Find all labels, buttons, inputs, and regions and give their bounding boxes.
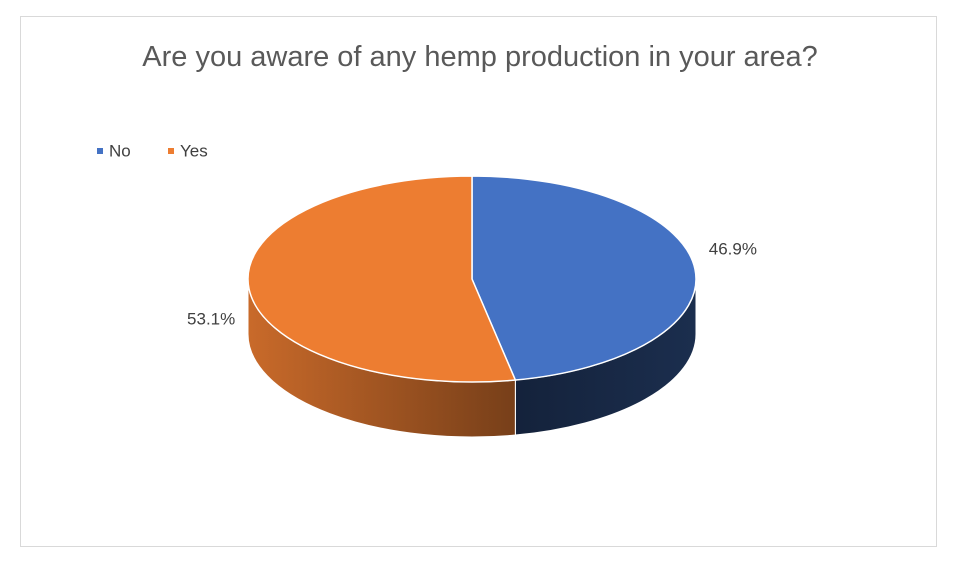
chart-frame	[20, 16, 937, 547]
data-label: 46.9%	[709, 239, 757, 258]
data-label: 53.1%	[187, 310, 235, 329]
chart-title: Are you aware of any hemp production in …	[142, 41, 818, 73]
legend-label: Yes	[180, 141, 208, 160]
legend-label: No	[109, 141, 131, 160]
pie-slice	[247, 175, 517, 383]
legend-swatch	[168, 148, 174, 154]
pie-slice	[471, 175, 697, 381]
legend-swatch	[97, 148, 103, 154]
